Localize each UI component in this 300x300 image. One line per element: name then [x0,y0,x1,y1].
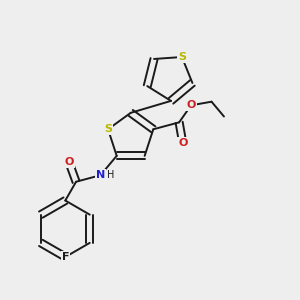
Text: N: N [96,170,105,180]
Text: F: F [61,252,69,262]
Text: O: O [64,157,74,167]
Text: H: H [107,170,115,180]
Text: O: O [186,100,196,110]
Text: S: S [178,52,186,62]
Text: S: S [104,124,112,134]
Text: O: O [178,138,188,148]
